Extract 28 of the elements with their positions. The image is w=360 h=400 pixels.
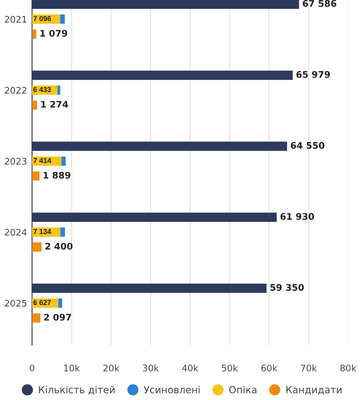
data-label: 65 979: [296, 71, 330, 78]
legend-label: Усиновлені: [144, 386, 200, 394]
x-tick-label: 30k: [142, 364, 159, 372]
x-tick-label: 60k: [261, 364, 278, 372]
data-label: 59 350: [270, 284, 304, 291]
x-tick-label: 20k: [103, 364, 120, 372]
x-tick-label: 50k: [222, 364, 238, 372]
x-tick-label: 80k: [340, 364, 356, 372]
data-label: 67 586: [302, 0, 336, 7]
data-label: 2 097: [44, 314, 72, 321]
y-tick-label: 2024: [4, 228, 27, 236]
y-tick-label: 2022: [4, 86, 26, 94]
data-label: 1 889: [44, 172, 70, 179]
x-tick-label: 70k: [300, 364, 317, 372]
data-label: 61 930: [280, 213, 314, 220]
x-tick-label: 10k: [64, 364, 80, 372]
data-label: 2 400: [45, 242, 73, 250]
x-tick-label: 0: [30, 364, 34, 372]
legend-label: Опіка: [229, 386, 256, 394]
y-tick-label: 2023: [4, 158, 26, 165]
legend-label: Кандидати: [286, 386, 342, 395]
y-tick-label: 2025: [4, 300, 26, 307]
data-label: 1 274: [41, 100, 68, 108]
legend-label: Кількість дітей: [39, 386, 115, 395]
data-label: 1 079: [40, 30, 68, 37]
x-tick-label: 40k: [182, 364, 198, 372]
y-tick-label: 2021: [4, 16, 26, 23]
data-label: 64 550: [290, 142, 324, 149]
